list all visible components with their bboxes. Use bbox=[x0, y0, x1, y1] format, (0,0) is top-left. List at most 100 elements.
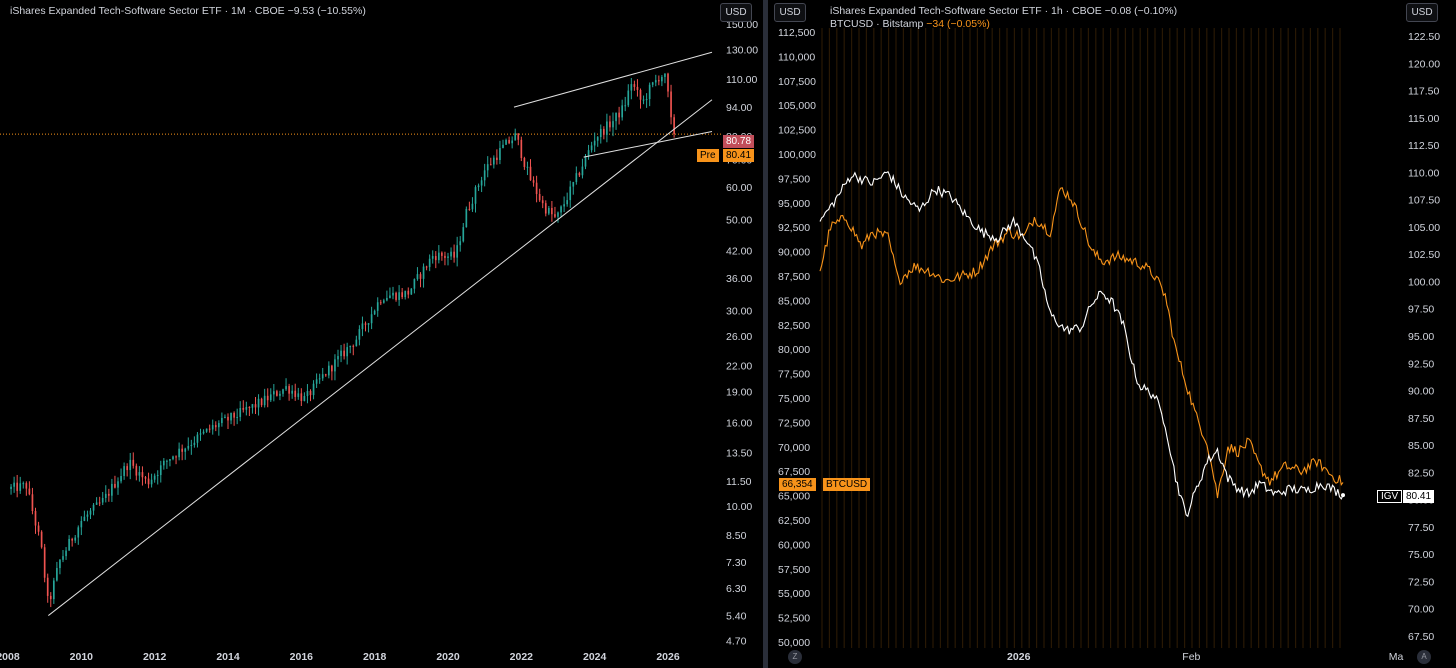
candle-body bbox=[560, 206, 562, 213]
candle-body bbox=[205, 428, 208, 432]
candle-body bbox=[199, 433, 202, 435]
btc-y-tick-label: 50,000 bbox=[778, 637, 810, 649]
left-y-tick-label: 13.50 bbox=[726, 447, 752, 459]
candle-body bbox=[294, 390, 297, 397]
candle-body bbox=[639, 89, 642, 100]
candle-body bbox=[401, 292, 404, 298]
candle-body bbox=[129, 459, 132, 471]
left-y-tick-label: 42.00 bbox=[726, 246, 752, 258]
zoom-button[interactable]: Z bbox=[788, 650, 802, 664]
candle-body bbox=[386, 297, 388, 301]
igv-y-tick-label: 75.00 bbox=[1408, 549, 1434, 561]
candle-body bbox=[367, 323, 370, 325]
btc-y-tick-label: 90,000 bbox=[778, 247, 810, 259]
candle-body bbox=[514, 133, 517, 141]
btc-y-tick-label: 67,500 bbox=[778, 466, 810, 478]
candle-body bbox=[153, 475, 156, 480]
left-y-tick-label: 4.70 bbox=[726, 635, 747, 647]
igv-y-tick-label: 102.50 bbox=[1408, 249, 1440, 261]
candle-body bbox=[309, 391, 312, 396]
btc-legend-title: BTCUSD · Bitstamp bbox=[830, 18, 924, 30]
candle-body bbox=[251, 404, 254, 408]
candle-body bbox=[150, 479, 153, 485]
btc-y-tick-label: 87,500 bbox=[778, 271, 810, 283]
candle-body bbox=[618, 112, 620, 118]
left-x-tick-label: 2010 bbox=[70, 651, 94, 663]
candle-body bbox=[56, 568, 58, 581]
candle-body bbox=[624, 105, 627, 107]
candle-body bbox=[37, 525, 40, 532]
candle-body bbox=[236, 416, 239, 418]
left-legend-change: −9.53 (−10.55%) bbox=[287, 5, 366, 17]
igv-y-tick-label: 100.00 bbox=[1408, 276, 1440, 288]
btc-y-tick-label: 62,500 bbox=[778, 515, 810, 527]
candle-body bbox=[575, 173, 578, 183]
candle-body bbox=[291, 390, 294, 394]
right-left-currency-button[interactable]: USD bbox=[774, 3, 806, 22]
candle-body bbox=[92, 504, 95, 511]
candle-body bbox=[410, 288, 413, 295]
candle-body bbox=[465, 208, 468, 228]
left-y-tick-label: 10.00 bbox=[726, 501, 752, 513]
left-y-tick-label: 30.00 bbox=[726, 305, 752, 317]
igv-last-point bbox=[1341, 493, 1345, 498]
candle-body bbox=[661, 76, 663, 82]
left-y-tick-label: 130.00 bbox=[726, 44, 758, 56]
panel-divider[interactable] bbox=[763, 0, 768, 668]
candle-body bbox=[453, 251, 455, 258]
igv-btc-comparison-chart[interactable]: 112,500 110,000 107,500 105,000 102,500 100,0… bbox=[768, 0, 1456, 668]
candle-body bbox=[544, 203, 547, 214]
candle-body bbox=[312, 383, 315, 396]
right-right-currency-button[interactable]: USD bbox=[1406, 3, 1438, 22]
left-currency-button[interactable]: USD bbox=[720, 3, 752, 22]
auto-scale-button[interactable]: A bbox=[1417, 650, 1431, 664]
candle-body bbox=[633, 84, 636, 87]
right-x-tick-label: 2026 bbox=[1007, 651, 1031, 663]
btc-line bbox=[819, 187, 1344, 499]
igv-btc-comparison-panel[interactable]: 112,500 110,000 107,500 105,000 102,500 100,0… bbox=[768, 0, 1456, 668]
candle-body bbox=[22, 483, 25, 485]
btc-y-tick-label: 55,000 bbox=[778, 588, 810, 600]
igv-monthly-chart[interactable]: 150.00130.00110.0094.0080.0070.0060.0050… bbox=[0, 0, 763, 668]
candle-body bbox=[670, 91, 672, 118]
candle-body bbox=[321, 374, 324, 379]
left-y-tick-label: 6.30 bbox=[726, 583, 747, 595]
candle-body bbox=[166, 460, 168, 462]
candle-body bbox=[425, 266, 428, 268]
candle-body bbox=[349, 345, 352, 348]
candle-body bbox=[245, 406, 248, 410]
candle-body bbox=[523, 158, 526, 167]
candle-body bbox=[462, 227, 465, 242]
igv-y-tick-label: 72.50 bbox=[1408, 576, 1434, 588]
candle-body bbox=[324, 374, 327, 376]
candle-body bbox=[46, 577, 49, 596]
candle-body bbox=[581, 166, 584, 176]
candle-body bbox=[25, 483, 28, 489]
candle-body bbox=[272, 391, 275, 395]
left-y-tick-label: 11.50 bbox=[726, 476, 752, 488]
candle-body bbox=[300, 393, 303, 402]
candle-body bbox=[65, 550, 67, 557]
candle-body bbox=[447, 256, 449, 258]
candle-body bbox=[282, 389, 284, 394]
candle-body bbox=[636, 86, 639, 90]
left-y-tick-label: 19.00 bbox=[726, 387, 752, 399]
candle-body bbox=[172, 456, 174, 460]
left-x-tick-label: 2022 bbox=[510, 651, 534, 663]
candle-body bbox=[593, 140, 596, 146]
candle-body bbox=[138, 472, 141, 476]
candle-body bbox=[538, 194, 541, 201]
igv-monthly-chart-panel[interactable]: 150.00130.00110.0094.0080.0070.0060.0050… bbox=[0, 0, 763, 668]
candle-body bbox=[306, 391, 309, 397]
igv-y-tick-label: 87.50 bbox=[1408, 413, 1434, 425]
candle-body bbox=[651, 82, 654, 85]
left-x-tick-label: 2018 bbox=[363, 651, 387, 663]
candle-body bbox=[123, 466, 125, 476]
candle-body bbox=[627, 90, 630, 106]
candle-body bbox=[162, 460, 165, 466]
candle-body bbox=[456, 245, 459, 258]
igv-line bbox=[819, 171, 1344, 518]
candle-body bbox=[187, 445, 190, 449]
btc-y-tick-label: 102,500 bbox=[778, 125, 816, 137]
candle-body bbox=[471, 203, 474, 210]
